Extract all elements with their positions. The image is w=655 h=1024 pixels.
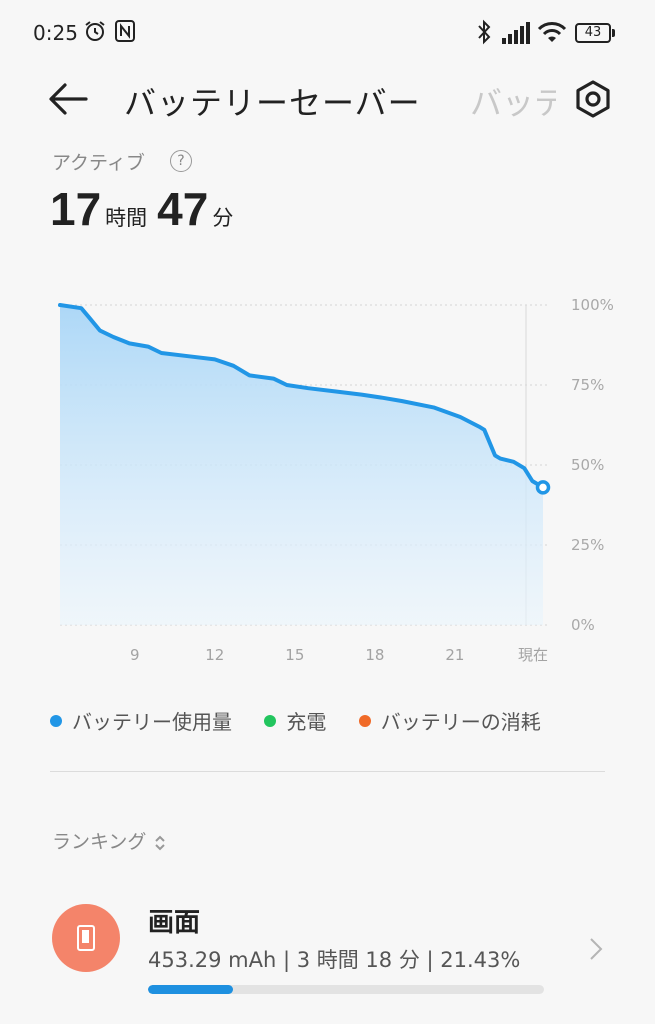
legend-item-charging: 充電 [264,706,326,735]
active-label: アクティブ [52,152,145,174]
hours-unit: 時間 [105,206,148,230]
series-area-fill [60,305,543,625]
alarm-icon [85,21,105,41]
y-tick-label: 75% [571,376,604,394]
legend-label-drain: バッテリーの消耗 [380,710,541,734]
sort-icon [155,835,166,850]
usage-progress-fill [148,985,233,994]
screen-app-icon [52,904,120,972]
legend-dot-charging [264,714,277,727]
ranking-label: ランキング [52,831,147,853]
x-tick-label: 21 [445,646,464,664]
x-tick-label: 9 [130,646,140,664]
x-tick-label: 現在 [518,646,548,664]
x-tick-label: 18 [365,646,384,664]
legend-item-drain: バッテリーの消耗 [358,706,541,735]
settings-gear-icon[interactable] [572,78,614,120]
battery-icon: 43 [575,23,611,43]
battery-level: 43 [584,25,602,40]
wifi-icon [537,22,567,42]
y-tick-label: 25% [571,536,604,554]
x-tick-label: 15 [285,646,304,664]
app-stats: 453.29 mAh | 3 時間 18 分 | 21.43% [148,948,521,972]
legend-dot-usage [50,714,62,727]
chart-legend: バッテリー使用量 充電 バッテリーの消耗 [50,706,541,735]
chevron-right-icon [590,938,603,960]
y-tick-label: 50% [571,456,604,474]
back-arrow-icon[interactable] [46,80,90,118]
active-hours: 17 [50,183,102,235]
minutes-unit: 分 [212,206,234,230]
legend-label-usage: バッテリー使用量 [72,710,232,734]
legend-label-charging: 充電 [286,710,327,734]
active-duration: 17 時間 47 分 [50,182,243,236]
series-line-battery-usage [58,303,545,490]
active-minutes: 47 [157,183,209,235]
divider [50,771,605,772]
help-icon[interactable]: ? [170,150,192,172]
bluetooth-icon [478,19,491,45]
y-tick-label: 100% [571,296,614,314]
current-level-marker [535,480,551,495]
ranking-sort-button[interactable]: ランキング [52,827,166,854]
tab-next-peek[interactable]: バッテ [470,84,556,122]
battery-chart: 100% 75% 50% 25% 0% 9 12 15 18 21 現在 [58,296,614,664]
status-time: 0:25 [33,21,78,45]
x-tick-label: 12 [205,646,224,664]
y-tick-label: 0% [571,616,595,634]
page-title: バッテリーセーバー [124,84,421,122]
legend-dot-drain [358,714,371,727]
battery-tip [612,29,615,37]
nfc-icon [115,20,135,42]
signal-icon [502,22,530,44]
usage-progress-bar [148,985,544,994]
legend-item-usage: バッテリー使用量 [50,706,232,735]
app-name: 画面 [148,908,201,938]
